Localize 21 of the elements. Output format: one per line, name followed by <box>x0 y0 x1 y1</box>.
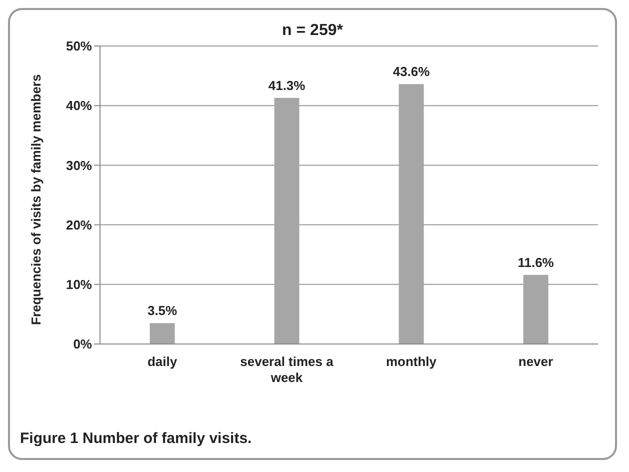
chart-title: n = 259* <box>281 22 344 40</box>
x-tick-label: monthly <box>386 354 438 369</box>
x-tick-label: several times a week <box>240 354 334 385</box>
y-tick-label: 0% <box>73 336 92 352</box>
bar <box>398 84 424 344</box>
x-tick-label: daily <box>147 354 178 369</box>
y-tick-label: 20% <box>66 217 92 232</box>
data-label: 41.3% <box>268 78 306 93</box>
data-label: 3.5% <box>147 303 178 318</box>
y-axis-title: Frequencies of visits by family members <box>28 74 44 325</box>
bar <box>523 274 548 344</box>
x-tick-label: never <box>518 354 554 369</box>
data-label: 11.6% <box>518 254 554 270</box>
y-tick-label: 30% <box>66 158 92 173</box>
data-label: 43.6% <box>392 64 430 80</box>
y-tick-label: 50% <box>66 38 92 54</box>
y-tick-label: 10% <box>66 277 92 292</box>
bar <box>274 98 300 344</box>
y-tick-label: 40% <box>66 98 92 114</box>
bar <box>150 323 175 344</box>
caption: Figure 1 Number of family visits. <box>20 430 252 447</box>
